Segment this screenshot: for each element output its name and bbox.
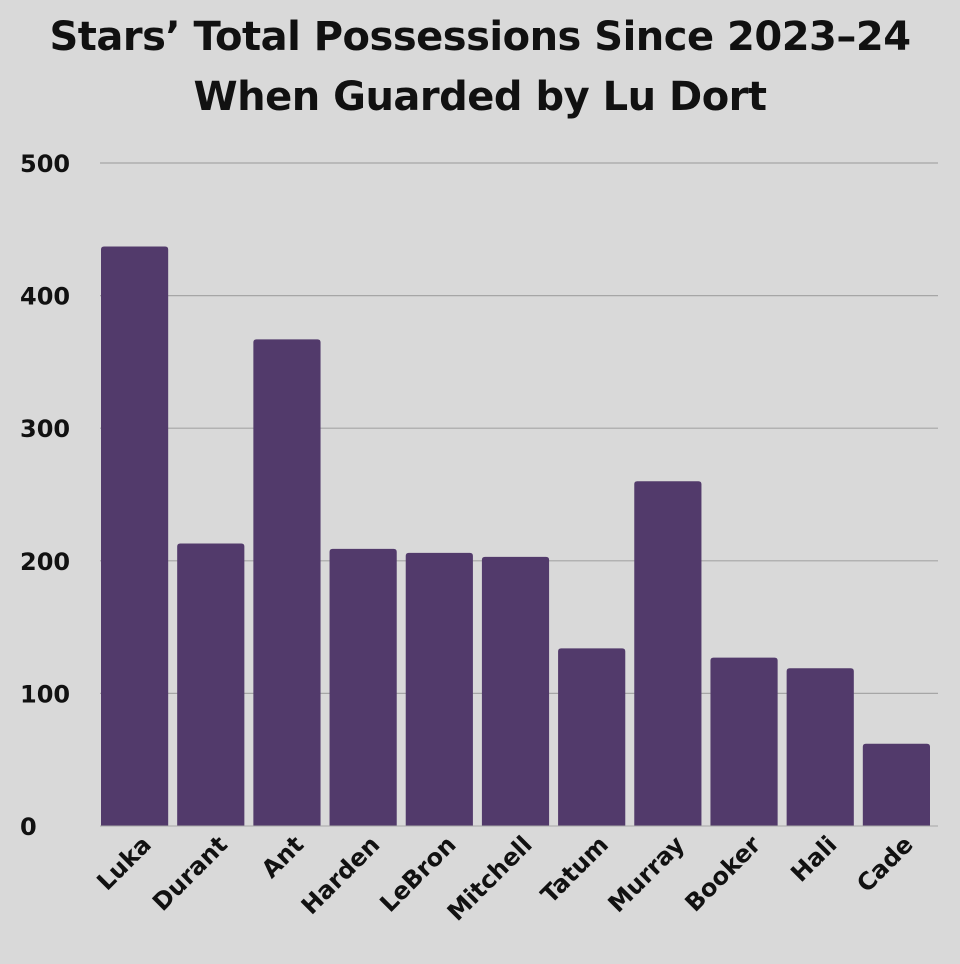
- x-tick-label-booker: Booker: [680, 830, 767, 917]
- x-tick-label-hali: Hali: [785, 830, 842, 887]
- y-tick-label: 300: [20, 415, 70, 443]
- bar-murray: [634, 481, 702, 826]
- bar-booker: [710, 657, 778, 826]
- y-tick-label: 0: [20, 813, 37, 841]
- x-tick-label-harden: Harden: [296, 830, 386, 920]
- bar-harden: [329, 548, 397, 826]
- chart-title-line-1: Stars’ Total Possessions Since 2023–24: [49, 14, 911, 60]
- bar-ant: [253, 339, 321, 826]
- bar-hali: [786, 668, 854, 826]
- x-tick-label-ant: Ant: [256, 830, 309, 883]
- x-tick-label-tatum: Tatum: [535, 830, 614, 909]
- bar-cade: [862, 743, 930, 826]
- x-tick-label-durant: Durant: [147, 830, 233, 916]
- x-tick-label-murray: Murray: [603, 830, 691, 918]
- bar-mitchell: [481, 556, 550, 826]
- x-tick-label-mitchell: Mitchell: [442, 830, 538, 926]
- bar-tatum: [558, 648, 626, 826]
- bar-durant: [177, 543, 245, 826]
- y-tick-label: 100: [20, 680, 70, 708]
- chart-title-line-2: When Guarded by Lu Dort: [193, 74, 767, 120]
- x-tick-label-luka: Luka: [91, 830, 156, 895]
- x-tick-label-cade: Cade: [851, 830, 918, 897]
- y-tick-label: 400: [20, 283, 70, 311]
- y-tick-label: 200: [20, 548, 70, 576]
- bar-luka: [101, 246, 169, 827]
- y-tick-label: 500: [20, 150, 70, 178]
- bar-lebron: [405, 552, 473, 826]
